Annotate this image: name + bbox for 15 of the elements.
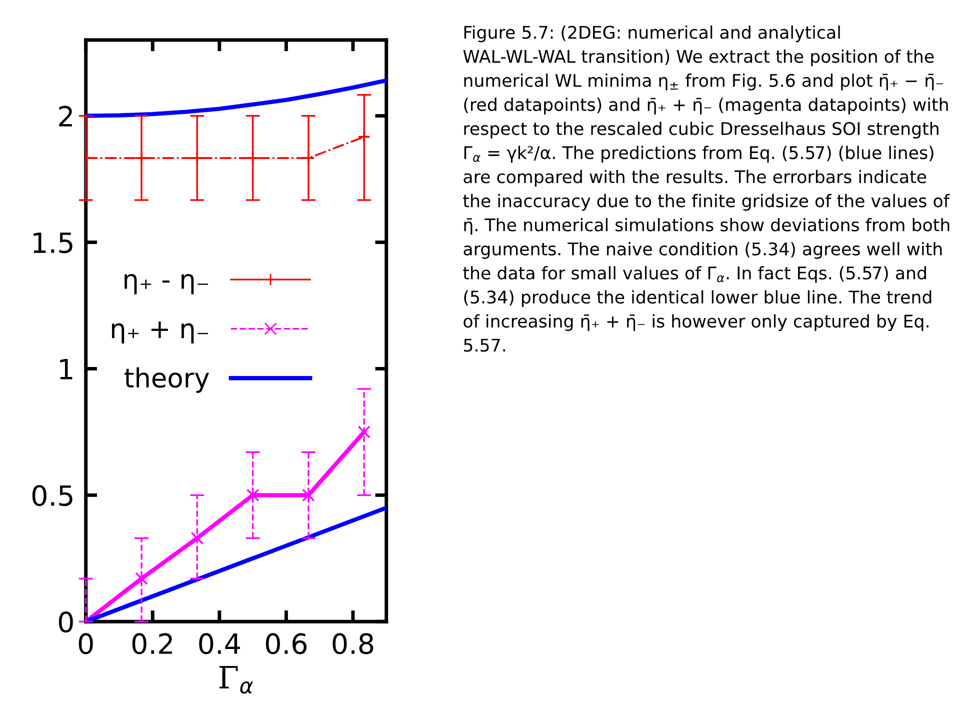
x-tick-label: 0.8 [332, 633, 374, 654]
y-tick-label: 2 [59, 106, 72, 126]
y-tick-label: 0 [58, 612, 73, 633]
y-tick-label: 1 [60, 359, 72, 380]
legend-label: theory [124, 367, 210, 393]
x-tick-label: 0.4 [199, 633, 240, 654]
x-tick-label: 0 [78, 633, 93, 654]
x-tick-label: 0.6 [266, 633, 307, 654]
text: Figure 5.7: (2DEG: numerical and analytical WAL-WL-WAL transition) We extract the position of the numerical WL minima η$_{±}$ from Fig. 5.6 and plot η̄₊ − η̄₋ (red datapoints) and η̄₊ + η̄₋ (magenta datapoints) with respect to the rescaled cubic Dresselhaus SOI strength Γ$_{α}$ = γk²/α. The predictions from Eq. (5.57) (blue lines) are compared with the results. The errorbars indicate the inaccuracy due to the finite gridsize of the values of η̄. The numerical simulations show deviations from both arguments. The naive condition (5.34) agrees well with the data for small values of Γ$_{α}$. In fact Eqs. (5.57) and (5.34) produce the identical lower blue line. The trend of increasing η̄₊ + η̄₋ is however only captured by Eq. 5.57. [463, 25, 950, 352]
x-axis-title: Γ$_{α}$ [219, 666, 254, 694]
legend-label: η₊ - η₋ [124, 274, 208, 294]
y-tick-label: 1.5 [34, 232, 72, 254]
y-tick-label: 0.5 [32, 485, 72, 506]
x-tick-label: 0.2 [132, 633, 172, 654]
legend-label: η₊ + η₋ [112, 322, 208, 344]
